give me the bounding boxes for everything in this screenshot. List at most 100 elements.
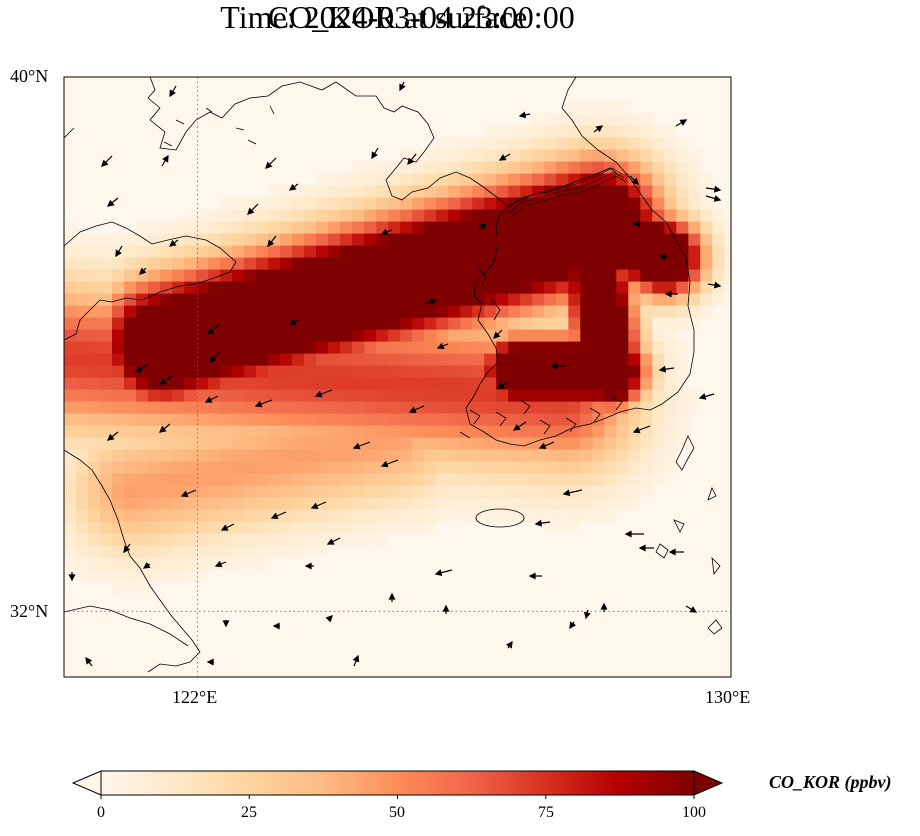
concentration-cell (316, 485, 329, 498)
concentration-cell (400, 233, 413, 246)
concentration-cell (124, 533, 137, 546)
concentration-cell (628, 293, 641, 306)
concentration-cell (424, 269, 437, 282)
concentration-cell (232, 449, 245, 462)
concentration-cell (616, 461, 629, 474)
concentration-cell (508, 389, 521, 402)
concentration-cell (700, 293, 713, 306)
concentration-cell (256, 521, 269, 534)
concentration-cell (184, 569, 197, 582)
concentration-cell (388, 521, 401, 534)
concentration-cell (592, 161, 605, 174)
concentration-cell (244, 401, 257, 414)
concentration-cell (460, 485, 473, 498)
concentration-cell (472, 389, 485, 402)
concentration-cell (100, 257, 113, 270)
concentration-cell (196, 437, 209, 450)
concentration-cell (220, 437, 233, 450)
concentration-cell (172, 389, 185, 402)
concentration-cell (208, 281, 221, 294)
concentration-cell (268, 533, 281, 546)
concentration-cell (508, 413, 521, 426)
concentration-cell (244, 497, 257, 510)
wind-arrowhead (380, 460, 389, 468)
concentration-cell (520, 461, 533, 474)
concentration-cell (292, 197, 305, 210)
concentration-cell (208, 221, 221, 234)
concentration-cell (388, 497, 401, 510)
concentration-cell (664, 461, 677, 474)
concentration-cell (328, 521, 341, 534)
concentration-cell (148, 509, 161, 522)
concentration-cell (184, 329, 197, 342)
concentration-cell (496, 221, 509, 234)
concentration-cell (292, 449, 305, 462)
concentration-cell (208, 365, 221, 378)
concentration-cell (232, 245, 245, 258)
concentration-cell (340, 413, 353, 426)
concentration-cell (448, 197, 461, 210)
concentration-cell (592, 449, 605, 462)
wind-arrowhead (209, 355, 217, 363)
concentration-cell (340, 437, 353, 450)
concentration-cell (208, 413, 221, 426)
concentration-cell (124, 353, 137, 366)
concentration-cell (508, 233, 521, 246)
concentration-cell (652, 413, 665, 426)
wind-arrowhead (220, 524, 229, 531)
concentration-cell (280, 377, 293, 390)
concentration-cell (556, 473, 569, 486)
concentration-cell (604, 233, 617, 246)
concentration-cell (112, 257, 125, 270)
coastlines (64, 77, 723, 673)
concentration-cell (76, 293, 89, 306)
concentration-cell (376, 533, 389, 546)
concentration-cell (640, 413, 653, 426)
concentration-cell (136, 425, 149, 438)
concentration-cell (184, 305, 197, 318)
concentration-cell (508, 305, 521, 318)
concentration-cell (640, 377, 653, 390)
concentration-cell (472, 317, 485, 330)
concentration-cell (544, 413, 557, 426)
concentration-cell (640, 485, 653, 498)
concentration-cell (508, 353, 521, 366)
wind-arrowhead (569, 621, 576, 630)
concentration-cell (268, 389, 281, 402)
concentration-cell (76, 437, 89, 450)
concentration-cell (556, 461, 569, 474)
concentration-cell (88, 497, 101, 510)
concentration-cell (616, 209, 629, 222)
concentration-cell (604, 197, 617, 210)
concentration-cell (388, 413, 401, 426)
concentration-cell (640, 233, 653, 246)
lon-tick-122e: 122°E (172, 687, 218, 707)
concentration-cell (508, 209, 521, 222)
concentration-cell (364, 329, 377, 342)
concentration-cell (76, 461, 89, 474)
concentration-cell (544, 365, 557, 378)
concentration-cell (64, 473, 77, 486)
concentration-cell (424, 461, 437, 474)
concentration-cell (304, 389, 317, 402)
concentration-cell (568, 353, 581, 366)
concentration-cell (424, 521, 437, 534)
concentration-cell (88, 485, 101, 498)
concentration-cell (544, 209, 557, 222)
concentration-cell (520, 173, 533, 186)
concentration-cell (712, 221, 725, 234)
concentration-cell (532, 281, 545, 294)
concentration-cell (436, 353, 449, 366)
concentration-cell (328, 461, 341, 474)
concentration-cell (376, 497, 389, 510)
concentration-cell (124, 557, 137, 570)
concentration-cell (304, 533, 317, 546)
concentration-cell (400, 485, 413, 498)
concentration-cell (664, 257, 677, 270)
concentration-cell (532, 377, 545, 390)
concentration-cell (136, 461, 149, 474)
concentration-cell (100, 473, 113, 486)
wind-arrowhead (326, 538, 335, 545)
concentration-cell (268, 461, 281, 474)
concentration-cell (268, 425, 281, 438)
